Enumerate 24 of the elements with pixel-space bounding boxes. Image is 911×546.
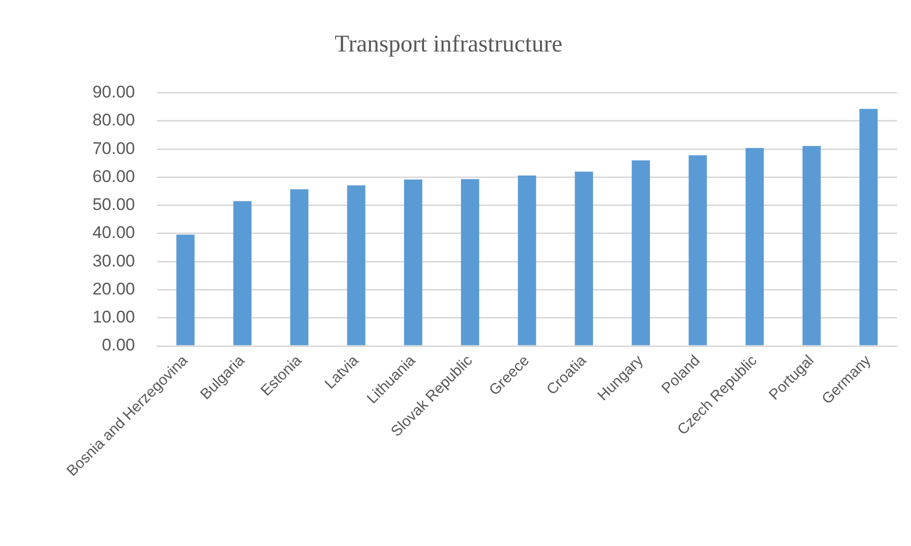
y-tick-label: 0.00 — [102, 336, 135, 355]
y-tick-label: 10.00 — [92, 308, 135, 327]
bar — [632, 160, 650, 346]
bar — [518, 176, 536, 346]
chart-title: Transport infrastructure — [334, 32, 562, 58]
y-tick-label: 80.00 — [92, 110, 135, 130]
bar — [176, 234, 195, 346]
y-tick-label: 30.00 — [92, 251, 135, 270]
y-tick-label: 50.00 — [92, 195, 135, 214]
bar — [347, 185, 366, 346]
bar — [233, 201, 252, 346]
bar — [802, 146, 821, 346]
y-tick-label: 90.00 — [92, 82, 135, 102]
y-tick-label: 60.00 — [92, 166, 135, 186]
y-tick-label: 20.00 — [92, 279, 135, 298]
bar — [859, 108, 878, 346]
bar — [404, 179, 422, 346]
bar — [746, 148, 764, 346]
y-tick-label: 40.00 — [92, 223, 135, 242]
bar — [688, 155, 707, 346]
y-tick-label: 70.00 — [92, 138, 135, 158]
bar — [290, 189, 308, 346]
bar — [574, 172, 594, 346]
bar — [460, 179, 480, 346]
